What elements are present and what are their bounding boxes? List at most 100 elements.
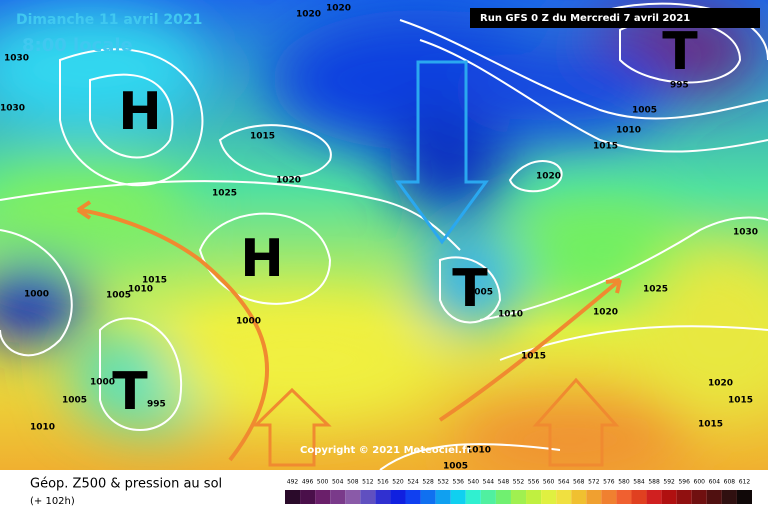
pressure-center: H xyxy=(118,82,162,142)
isobar-label: 1030 xyxy=(733,228,758,238)
trough-arrow xyxy=(395,60,489,245)
scale-swatch xyxy=(556,490,572,504)
scale-swatch xyxy=(375,490,391,504)
isobar-label: 1015 xyxy=(521,352,546,362)
scale-label: 588 xyxy=(648,479,660,486)
isobar-label: 1005 xyxy=(443,462,468,472)
isobar-label: 1025 xyxy=(643,285,668,295)
scale-label: 584 xyxy=(633,479,645,486)
scale-label: 536 xyxy=(453,479,465,486)
scale-swatch xyxy=(435,490,451,504)
isobar-labels: 1030103010151020102510151010100510001000… xyxy=(0,4,758,472)
isobar-label: 1010 xyxy=(466,446,491,456)
scale-swatch xyxy=(601,490,617,504)
scale-swatch xyxy=(480,490,496,504)
scale-swatch xyxy=(390,490,406,504)
footer-title: Géop. Z500 & pression au sol xyxy=(30,477,222,492)
isobar-label: 1020 xyxy=(593,308,618,318)
scale-swatch xyxy=(706,490,722,504)
scale-label: 540 xyxy=(468,479,480,486)
scale-swatch xyxy=(510,490,527,504)
scale-label: 592 xyxy=(663,479,675,486)
isobar-label: 1010 xyxy=(616,126,641,136)
isobar-label: 1015 xyxy=(728,396,753,406)
scale-swatch xyxy=(465,490,481,504)
isobar-label: 995 xyxy=(670,81,689,91)
pressure-center: T xyxy=(112,362,148,422)
scale-swatch xyxy=(661,490,677,504)
isobar-label: 1000 xyxy=(90,378,115,388)
isobar-label: 1015 xyxy=(250,132,275,142)
isobar-label: 1000 xyxy=(236,317,261,327)
scale-swatch xyxy=(330,490,346,504)
scale-label: 600 xyxy=(694,479,706,486)
scale-swatch xyxy=(691,490,707,504)
scale-label: 516 xyxy=(377,479,389,486)
isobar-label: 1000 xyxy=(24,290,49,300)
scale-label: 564 xyxy=(558,479,570,486)
isobar-label: 1020 xyxy=(536,172,561,182)
isobar-label: 1010 xyxy=(30,423,55,433)
scale-label: 612 xyxy=(739,479,751,486)
run-box xyxy=(470,8,760,28)
color-scale: 492 496 500 504 508 512 516 520 524 528 532 536 540 5… xyxy=(285,479,752,504)
isobar-label: 1005 xyxy=(632,106,657,116)
scale-label: 608 xyxy=(724,479,736,486)
scale-swatch xyxy=(360,490,376,504)
scale-label: 524 xyxy=(407,479,419,486)
scale-label: 500 xyxy=(317,479,329,486)
isobar-label: 1015 xyxy=(142,276,167,286)
run-info: Run GFS 0 Z du Mercredi 7 avril 2021 xyxy=(480,13,690,24)
scale-label: 520 xyxy=(392,479,404,486)
map-time: 8:00 locale xyxy=(22,35,133,56)
isobar-label: 1025 xyxy=(212,189,237,199)
scale-label: 528 xyxy=(422,479,434,486)
pressure-center: T xyxy=(662,22,698,82)
scale-swatch xyxy=(646,490,662,504)
scale-swatch xyxy=(541,490,557,504)
scale-swatch xyxy=(300,490,316,504)
scale-swatch xyxy=(495,490,511,504)
isobar-label: 1030 xyxy=(0,104,25,114)
scale-label: 504 xyxy=(332,479,344,486)
scale-swatch xyxy=(345,490,361,504)
scale-swatch xyxy=(616,490,632,504)
isobar-label: 1020 xyxy=(326,4,351,14)
scale-label: 544 xyxy=(483,479,495,486)
scale-swatch xyxy=(631,490,647,504)
arrows xyxy=(76,200,622,467)
isobar-label: 1020 xyxy=(708,379,733,389)
scale-swatch xyxy=(315,490,331,504)
scale-swatch xyxy=(736,490,752,504)
pressure-center: T xyxy=(452,259,488,319)
scale-swatch xyxy=(285,490,301,504)
scale-label: 568 xyxy=(573,479,585,486)
scale-label: 604 xyxy=(709,479,721,486)
scale-label: 508 xyxy=(347,479,359,486)
scale-swatch xyxy=(526,490,542,504)
scale-label: 572 xyxy=(588,479,600,486)
isobar-label: 1020 xyxy=(296,10,321,20)
isobar-label: 1005 xyxy=(468,288,493,298)
isobar-label: 1015 xyxy=(593,142,618,152)
isobar-label: 1030 xyxy=(4,54,29,64)
scale-label: 512 xyxy=(362,479,374,486)
pressure-center: H xyxy=(240,229,284,289)
scale-label: 492 xyxy=(287,479,299,486)
pressure-centers: H H T T T xyxy=(112,22,698,422)
isobar-label: 1015 xyxy=(698,420,723,430)
scale-label: 580 xyxy=(618,479,630,486)
isobar-label: 1005 xyxy=(62,396,87,406)
footer-lead: (+ 102h) xyxy=(30,496,75,507)
isobar-label: 1005 xyxy=(106,291,131,301)
isobar-label: 1020 xyxy=(276,176,301,186)
scale-swatch xyxy=(405,490,421,504)
scale-label: 496 xyxy=(302,479,314,486)
scale-swatch xyxy=(420,490,436,504)
isobar-label: 995 xyxy=(147,400,166,410)
scale-label: 560 xyxy=(543,479,555,486)
scale-swatch xyxy=(586,490,602,504)
scale-label: 556 xyxy=(528,479,540,486)
scale-swatch xyxy=(676,490,692,504)
